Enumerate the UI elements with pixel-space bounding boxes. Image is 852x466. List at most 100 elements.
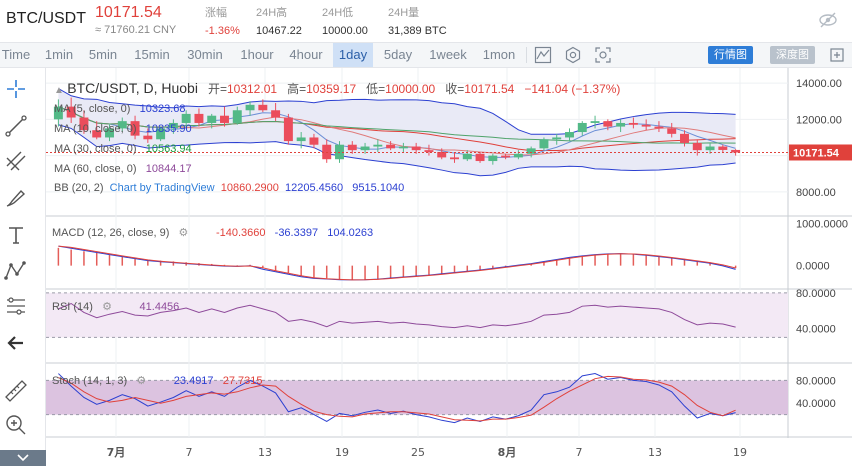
back-tool[interactable] xyxy=(3,330,29,356)
candle-body xyxy=(245,104,255,111)
tf-15min[interactable]: 15min xyxy=(134,47,170,62)
candle-body xyxy=(437,151,447,158)
macd-label: MACD (12, 26, close, 9) xyxy=(52,227,170,239)
date-axis-label: 7 xyxy=(576,446,583,459)
tf-1hour[interactable]: 1hour xyxy=(240,47,274,62)
legend-high: 10359.17 xyxy=(306,82,357,96)
candle-body xyxy=(488,155,498,162)
date-axis-label: 13 xyxy=(258,446,272,459)
tf-5day[interactable]: 5day xyxy=(383,47,413,62)
pair-title[interactable]: BTC/USDT xyxy=(6,10,86,27)
candle-body xyxy=(539,139,549,149)
bollinger-band-fill xyxy=(58,88,736,176)
trendline-tool[interactable] xyxy=(3,113,29,139)
indicator-icon[interactable] xyxy=(534,46,552,64)
tf-1day[interactable]: 1day xyxy=(333,43,373,67)
stat-low: 24H低 10000.00 xyxy=(322,4,368,37)
tf-4hour[interactable]: 4hour xyxy=(289,47,323,62)
pattern-tool[interactable] xyxy=(3,258,29,284)
tf-1week[interactable]: 1week xyxy=(429,47,467,62)
legend-open-label: 开= xyxy=(207,82,227,96)
ma30-legend: MA (30, close, 0) 10563.94 xyxy=(54,143,192,155)
main-legend: ▲ BTC/USDT, D, Huobi 开=10312.01 高=10359.… xyxy=(54,80,620,97)
bb-mid: 10860.2900 xyxy=(220,182,279,194)
tf-1mon[interactable]: 1mon xyxy=(482,47,516,62)
legend-collapse-icon[interactable]: ▲ xyxy=(54,85,64,96)
candle-body xyxy=(220,115,229,123)
candle-body xyxy=(232,110,242,123)
candle-body xyxy=(386,144,396,149)
bb-legend: BB (20, 2) Chart by TradingView 10860.29… xyxy=(54,182,404,194)
tf-1min[interactable]: 1min xyxy=(44,47,74,62)
ma10-value: 10835.90 xyxy=(145,123,192,135)
rsi-line xyxy=(58,302,736,329)
macd-settings-icon[interactable]: ⚙ xyxy=(178,227,189,239)
bb-lower: 9515.1040 xyxy=(352,182,405,194)
candle-body xyxy=(347,144,357,151)
candle-body xyxy=(450,157,459,160)
candle-body xyxy=(616,122,626,127)
ma10-legend: MA (10, close, 0) 10835.90 xyxy=(54,123,192,135)
price-cny: ≈ 71760.21 CNY xyxy=(95,24,177,36)
tf-time[interactable]: Time xyxy=(1,47,31,62)
candle-body xyxy=(130,121,140,136)
toolbar-divider xyxy=(526,47,527,63)
tradingview-watermark[interactable]: Chart by TradingView xyxy=(109,182,215,194)
candle-body xyxy=(398,146,408,149)
stoch-d-value: 27.7315 xyxy=(222,375,263,387)
bb-label: BB (20, 2) xyxy=(54,182,104,194)
candle-body xyxy=(603,121,613,127)
tf-5min[interactable]: 5min xyxy=(88,47,118,62)
settings-icon[interactable] xyxy=(564,46,582,64)
text-icon xyxy=(9,227,23,244)
ruler-tool[interactable] xyxy=(3,378,29,404)
stat-change: 涨幅 -1.36% xyxy=(205,4,240,37)
pitchfork-tool[interactable] xyxy=(3,148,29,174)
candle-body xyxy=(105,128,114,138)
candle-body xyxy=(501,155,511,158)
candle-body xyxy=(513,153,523,158)
fullscreen-icon[interactable] xyxy=(828,46,846,64)
date-axis-bg xyxy=(46,438,852,466)
candle-body xyxy=(731,149,741,153)
ma5-label: MA (5, close, 0) xyxy=(54,103,131,115)
chart-canvas: 14000.00 12000.00 10000.00 8000.00 10171.54 1… xyxy=(46,68,852,466)
crosshair-icon xyxy=(7,80,25,98)
stoch-zone-fill xyxy=(46,380,788,415)
brush-tool[interactable] xyxy=(3,185,29,211)
market-chart-button[interactable]: 行情图 xyxy=(708,46,753,64)
ma30-value: 10563.94 xyxy=(145,143,192,155)
stat-high: 24H高 10467.22 xyxy=(256,4,302,37)
macd-signal-value: -36.3397 xyxy=(274,227,319,239)
crosshair-tool[interactable] xyxy=(3,76,29,102)
collapse-toolbar-button[interactable] xyxy=(0,450,46,466)
candle-body xyxy=(411,146,421,151)
candle-body xyxy=(258,104,268,111)
stoch-settings-icon[interactable]: ⚙ xyxy=(136,375,147,387)
macd-axis-label: 0.0000 xyxy=(796,261,830,273)
no-eye-icon[interactable] xyxy=(818,10,838,30)
stat-volume: 24H量 31,389 BTC xyxy=(388,4,447,37)
date-axis-label: 13 xyxy=(648,446,662,459)
depth-chart-button[interactable]: 深度图 xyxy=(770,46,815,64)
candle-body xyxy=(590,121,600,123)
last-price: 10171.54 xyxy=(95,4,162,21)
text-tool[interactable] xyxy=(3,222,29,248)
rsi-settings-icon[interactable]: ⚙ xyxy=(102,301,113,313)
projection-tool[interactable] xyxy=(3,293,29,319)
stoch-k-value: 23.4917 xyxy=(173,375,214,387)
ruler-icon xyxy=(5,380,27,402)
candle-body xyxy=(628,122,638,125)
screenshot-icon[interactable] xyxy=(594,46,612,64)
price-axis-label: 8000.00 xyxy=(796,187,836,199)
tf-30min[interactable]: 30min xyxy=(187,47,223,62)
legend-close: 10171.54 xyxy=(464,82,515,96)
date-axis-label: 8月 xyxy=(498,446,517,459)
zoom-tool[interactable] xyxy=(3,412,29,438)
candle-body xyxy=(565,132,574,138)
legend-high-label: 高= xyxy=(287,82,307,96)
stoch-axis-label: 80.0000 xyxy=(796,375,836,387)
chart-area[interactable]: 14000.00 12000.00 10000.00 8000.00 10171.54 1… xyxy=(46,68,852,466)
brush-icon xyxy=(6,189,26,207)
candle-body xyxy=(641,124,651,127)
